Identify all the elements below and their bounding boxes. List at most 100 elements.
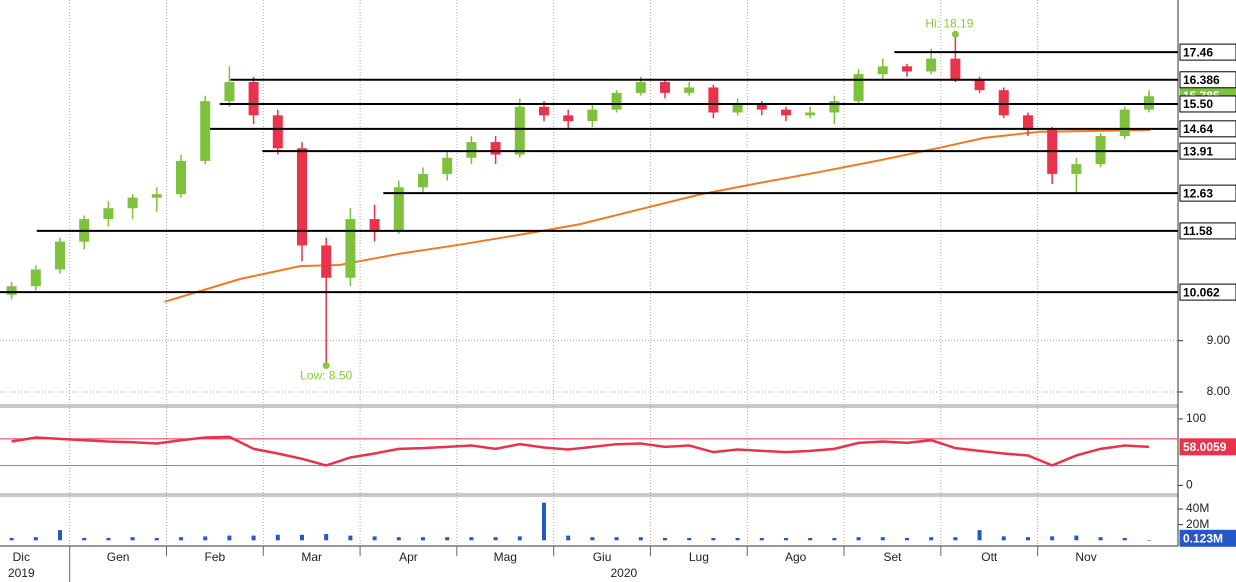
volume-bar (929, 537, 934, 541)
candle-body (708, 87, 719, 113)
volume-bar (300, 534, 305, 541)
candle-body (1143, 96, 1154, 110)
price-tag (1179, 184, 1236, 202)
volume-bar (566, 535, 571, 541)
x-tick-label: Mag (494, 550, 517, 564)
year-label: 2019 (8, 566, 35, 580)
y-tick-label: 8.00 (1207, 384, 1231, 398)
price-tag-label: 10.062 (1183, 285, 1220, 299)
y-tick-label: 9.00 (1207, 333, 1231, 347)
price-tag-label: 11.58 (1183, 224, 1213, 238)
candle-body (829, 101, 840, 113)
volume-bar (517, 536, 522, 541)
volume-bar (541, 502, 546, 541)
volume-bar (977, 530, 982, 541)
candle-body (950, 58, 961, 80)
price-tag (1179, 283, 1236, 301)
candle-body (563, 115, 574, 122)
volume-bar (1146, 540, 1151, 541)
moving-average (164, 129, 1150, 303)
x-tick-label: Giu (593, 550, 612, 564)
candle-body (1022, 115, 1033, 131)
panel-divider (0, 493, 1178, 497)
price-tag-label: 0.123M (1183, 531, 1223, 545)
volume-bar (856, 537, 861, 541)
volume-bar (735, 537, 740, 541)
volume-bar (759, 537, 764, 541)
volume-bar (904, 537, 909, 541)
candle-body (853, 74, 864, 102)
price-tag (1179, 71, 1236, 89)
volume-bar (880, 537, 885, 541)
volume-bar (9, 537, 14, 541)
volume-bar (469, 537, 474, 541)
price-tag-label: 15.50 (1183, 97, 1213, 111)
price-tag-label: 16.386 (1183, 73, 1220, 87)
volume-bar (445, 537, 450, 541)
annotation-label: Hi: 18.19 (925, 16, 973, 30)
candle-body (974, 79, 985, 91)
candle-body (466, 142, 477, 158)
annotation-label: Low: 8.50 (300, 369, 352, 383)
y-tick-label: 0 (1186, 478, 1193, 492)
volume-bar (251, 535, 256, 541)
year-label: 2020 (610, 566, 637, 580)
price-tag (1179, 95, 1236, 113)
x-tick-label: Mar (301, 550, 322, 564)
volume-bar (58, 530, 63, 541)
candle-body (248, 82, 259, 116)
candle-body (805, 112, 816, 116)
candle-body (538, 106, 549, 116)
candle-body (127, 197, 138, 209)
candle-body (490, 142, 501, 155)
panel-divider (0, 404, 1178, 408)
candle-body (611, 92, 622, 110)
candle-body (176, 160, 187, 195)
candle-body (345, 219, 356, 278)
candle-body (55, 241, 66, 270)
candle-body (756, 103, 767, 110)
x-tick-label: Apr (399, 550, 418, 564)
price-tag (1179, 529, 1236, 547)
candle-body (780, 109, 791, 116)
x-tick-label: Feb (205, 550, 226, 564)
price-tag (1179, 120, 1236, 138)
x-tick-label: Dic (13, 550, 30, 564)
annotation-dot (951, 30, 959, 38)
candle-body (684, 87, 695, 93)
volume-bar (1122, 537, 1127, 541)
volume-bar (33, 537, 38, 541)
volume-bar (1074, 535, 1079, 541)
x-tick-label: Nov (1075, 550, 1096, 564)
candle-body (635, 82, 646, 93)
candle-body (877, 66, 888, 75)
x-tick-label: Lug (689, 550, 709, 564)
candle-body (1095, 136, 1106, 165)
volume-bar (106, 537, 111, 541)
y-tick-label: 40M (1186, 501, 1209, 515)
candle-body (272, 115, 283, 149)
annotation-dot (322, 362, 330, 370)
candle-body (1119, 109, 1130, 137)
candle-body (200, 101, 211, 161)
rsi-line (11, 435, 1150, 467)
y-tick-label: 100 (1186, 411, 1206, 425)
volume-bar (783, 537, 788, 541)
volume-bar (662, 537, 667, 541)
candle-body (514, 106, 525, 155)
price-tag-label: 58.0059 (1183, 440, 1227, 454)
volume-bar (324, 534, 329, 541)
candle-body (321, 245, 332, 278)
candle-body (1071, 164, 1082, 174)
price-tag (1179, 222, 1236, 240)
price-tag-label: 13.91 (1183, 144, 1213, 158)
volume-bar (1098, 537, 1103, 541)
price-tag (1179, 438, 1236, 456)
x-tick-label: Ott (981, 550, 998, 564)
candle-body (151, 194, 162, 198)
volume-bar (711, 537, 716, 541)
candle-body (926, 58, 937, 72)
candle-body (6, 286, 17, 295)
